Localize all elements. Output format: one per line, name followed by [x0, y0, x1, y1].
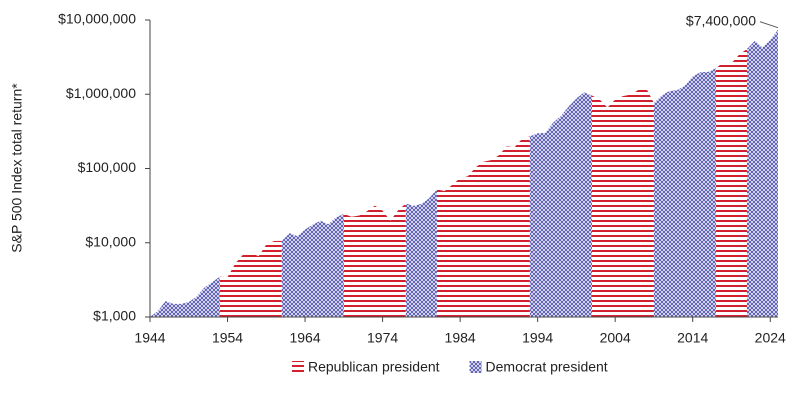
x-tick-label: 1964 — [289, 330, 320, 346]
x-tick-label: 1984 — [445, 330, 476, 346]
area — [746, 29, 778, 318]
x-tick-label: 2004 — [600, 330, 631, 346]
area — [405, 189, 437, 317]
legend-swatch — [292, 361, 304, 373]
y-tick-label: $1,000 — [93, 308, 136, 324]
x-tick-label: 1944 — [134, 330, 165, 346]
y-tick-label: $1,000,000 — [66, 85, 136, 101]
y-axis-label: S&P 500 Index total return* — [9, 83, 25, 253]
x-tick-label: 2024 — [755, 330, 786, 346]
x-tick-label: 1974 — [367, 330, 398, 346]
annotation-leader — [759, 21, 779, 29]
legend-label: Republican president — [308, 359, 440, 375]
area — [653, 68, 716, 317]
x-tick-label: 1994 — [522, 330, 553, 346]
area — [591, 88, 654, 317]
annotation: $7,400,000 — [686, 12, 756, 28]
area — [436, 136, 530, 317]
area — [715, 49, 747, 317]
area — [219, 240, 282, 317]
y-tick-label: $100,000 — [78, 159, 137, 175]
area — [150, 276, 220, 317]
area — [281, 213, 344, 317]
area — [343, 203, 406, 317]
legend-swatch — [469, 361, 482, 373]
x-tick-label: 1954 — [212, 330, 243, 346]
y-tick-label: $10,000 — [85, 233, 136, 249]
area — [529, 92, 592, 318]
legend-label: Democrat president — [486, 359, 608, 375]
x-tick-label: 2014 — [677, 330, 708, 346]
y-tick-label: $10,000,000 — [58, 11, 136, 27]
